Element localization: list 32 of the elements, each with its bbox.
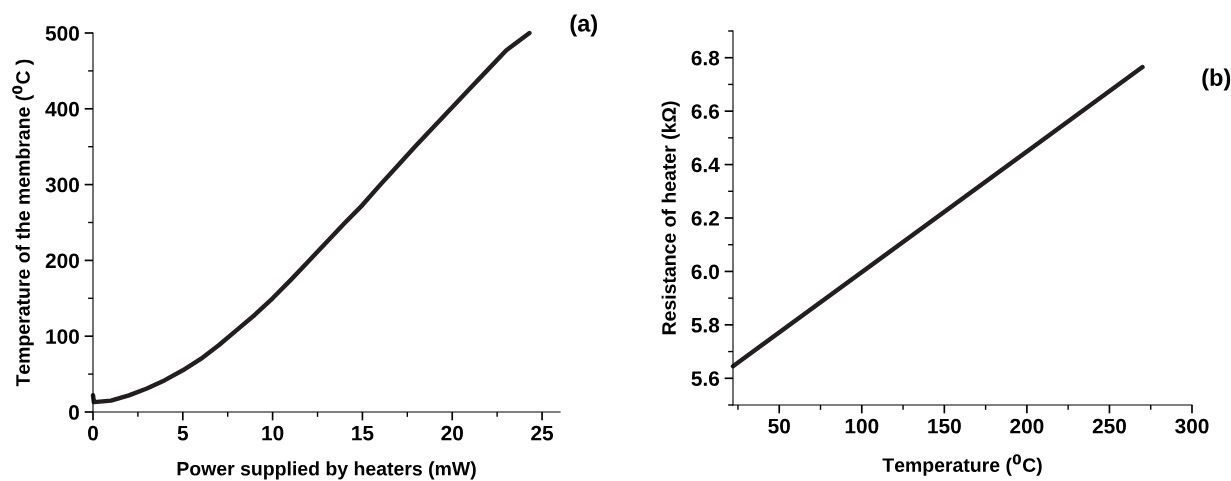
x-tick-label: 20 bbox=[441, 425, 463, 441]
y-tick-label: 6.4 bbox=[691, 157, 720, 173]
y-tick-label: 6.6 bbox=[691, 104, 720, 119]
x-tick-label: 50 bbox=[768, 418, 790, 434]
y-axis-title: Temperature of the membrane ($^{0}$C ) bbox=[12, 59, 34, 387]
y-tick-label: 0 bbox=[69, 405, 79, 420]
line-series bbox=[90, 30, 532, 405]
y-tick-label: 6.8 bbox=[691, 50, 720, 66]
y-axis-title: Resistance of heater (kΩ) bbox=[661, 101, 680, 335]
x-tick-label: 15 bbox=[352, 425, 374, 441]
y-tick-label: 6.0 bbox=[691, 264, 719, 280]
x-tick-label: 0 bbox=[88, 425, 98, 441]
x-tick-label: 100 bbox=[845, 418, 879, 434]
x-tick-label: 150 bbox=[928, 418, 961, 434]
text: (a) bbox=[570, 14, 598, 37]
x-axis-title: Power supplied by heaters (mW) bbox=[177, 461, 476, 480]
x-tick-label: 5 bbox=[177, 425, 189, 441]
text: (b) bbox=[1202, 68, 1231, 91]
y-tick-label: 5.8 bbox=[691, 317, 720, 333]
y-tick-label: 200 bbox=[45, 253, 79, 269]
x-tick-label: 25 bbox=[531, 425, 554, 441]
x-tick-label: 200 bbox=[1010, 418, 1044, 434]
y-tick-label: 400 bbox=[45, 101, 79, 117]
x-tick-label: 10 bbox=[262, 425, 284, 441]
y-tick-label: 100 bbox=[46, 329, 79, 344]
x-axis-title: Temperature ($^{0}$C) bbox=[882, 454, 1042, 476]
x-tick-label: 300 bbox=[1175, 418, 1209, 434]
x-tick-label: 250 bbox=[1092, 418, 1126, 434]
y-tick-label: 6.2 bbox=[691, 211, 719, 226]
y-tick-label: 300 bbox=[45, 177, 79, 193]
y-tick-label: 5.6 bbox=[691, 371, 720, 387]
y-tick-label: 500 bbox=[45, 26, 79, 41]
